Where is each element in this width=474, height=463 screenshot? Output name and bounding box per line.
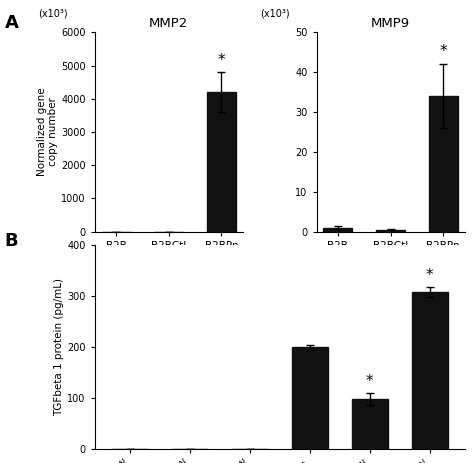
Text: B: B [5, 232, 18, 250]
Text: *: * [439, 44, 447, 59]
Text: *: * [426, 268, 434, 283]
Bar [207, 92, 236, 232]
Text: A: A [5, 14, 18, 32]
Y-axis label: Normalized gene
copy number: Normalized gene copy number [37, 88, 58, 176]
Y-axis label: TGFbeta 1 protein (pg/mL): TGFbeta 1 protein (pg/mL) [55, 278, 64, 416]
Text: (x10³): (x10³) [38, 8, 68, 19]
Bar [412, 292, 448, 449]
Bar [429, 96, 458, 232]
Bar [323, 227, 352, 232]
Text: (x10³): (x10³) [260, 8, 290, 19]
Text: *: * [218, 53, 225, 68]
Bar [352, 399, 388, 449]
Text: *: * [366, 374, 374, 389]
Title: MMP2: MMP2 [149, 17, 188, 30]
Bar [292, 347, 328, 449]
Title: MMP9: MMP9 [371, 17, 410, 30]
Bar [376, 230, 405, 232]
